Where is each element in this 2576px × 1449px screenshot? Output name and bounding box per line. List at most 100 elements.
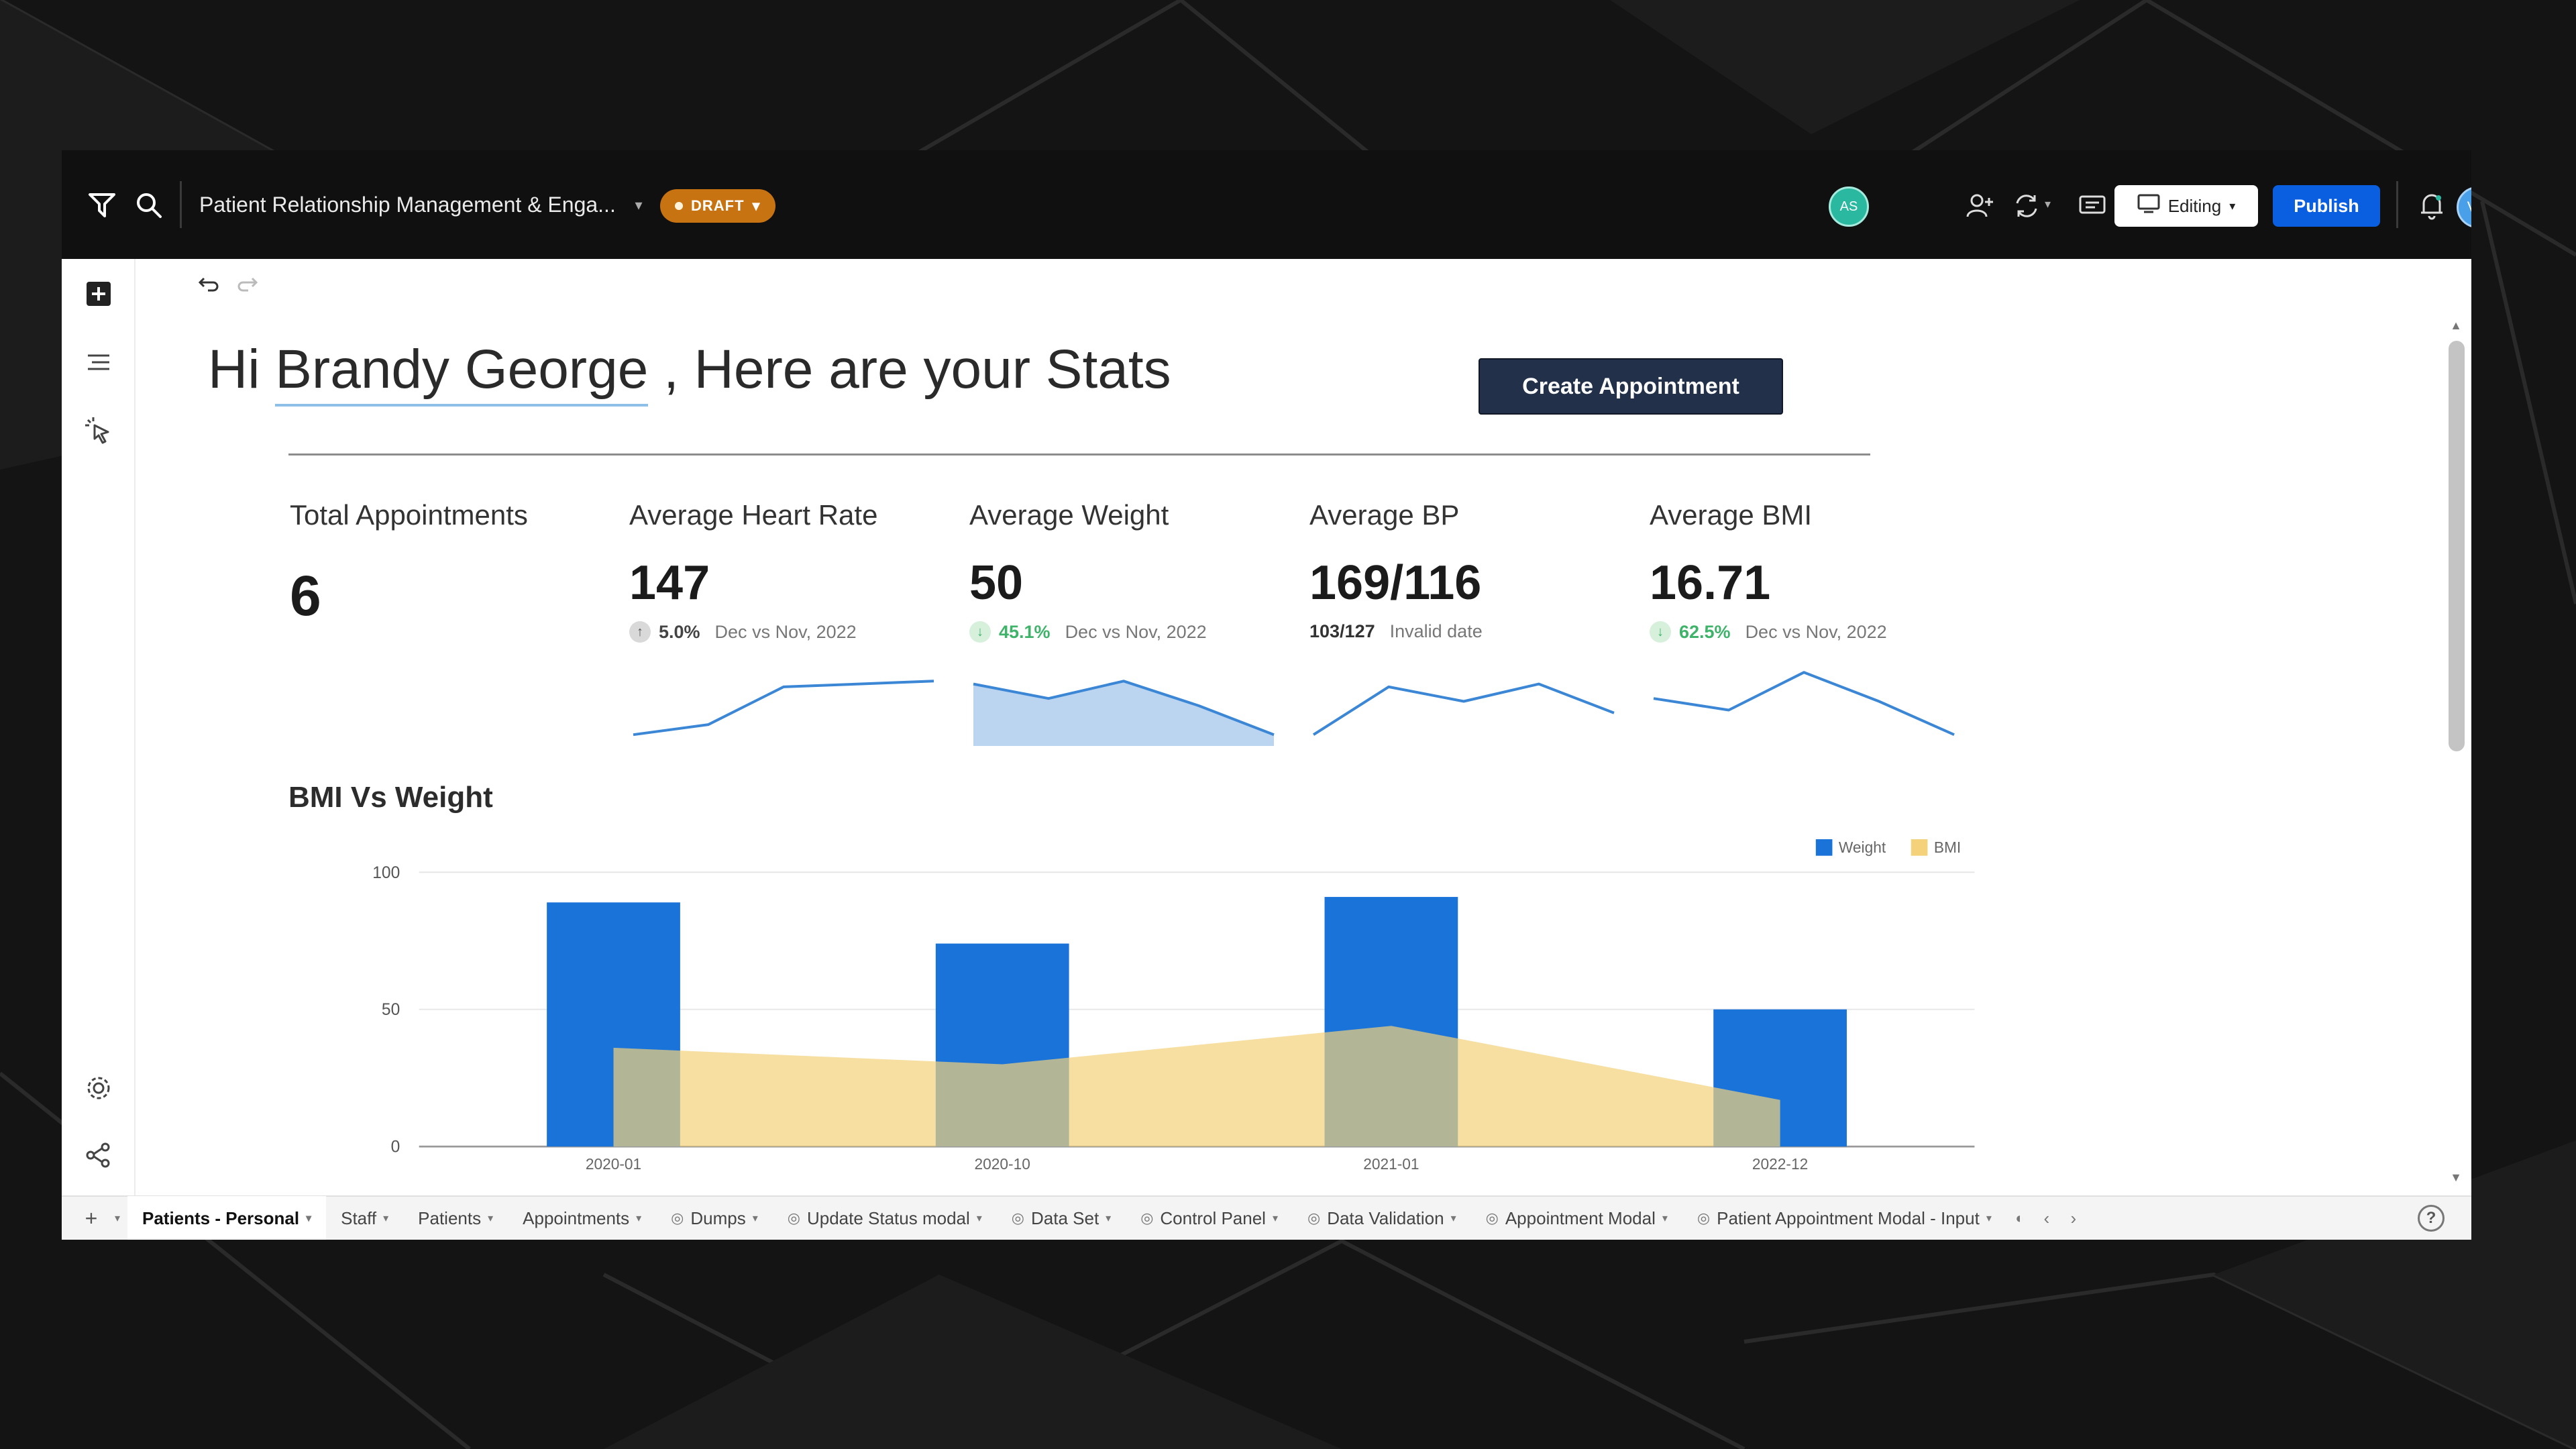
vertical-scrollbar[interactable]: ▲ ▼ [2440, 307, 2471, 1195]
app-window: Patient Relationship Management & Enga..… [62, 150, 2471, 1240]
chevron-down-icon[interactable]: ▾ [1450, 1213, 1456, 1224]
editing-label: Editing [2167, 195, 2222, 216]
scroll-up-icon[interactable]: ▲ [2450, 318, 2462, 332]
page-tab[interactable]: ◎ Update Status modal ▾ [773, 1196, 997, 1240]
page-tab[interactable]: ◎ Patient Appointment Modal - Input ▾ [1682, 1196, 2006, 1240]
arrow-up-icon: ↑ [629, 621, 651, 643]
page-tab-bar: + ▾ Patients - Personal ▾ Staff ▾ Patients ▾ A… [62, 1195, 2471, 1240]
chevron-down-icon[interactable]: ▾ [752, 1213, 758, 1224]
sparkline [1653, 671, 1955, 737]
page-tab[interactable]: Patients - Personal ▾ [127, 1196, 327, 1240]
page-tab[interactable]: ◎ Data Set ▾ [997, 1196, 1126, 1240]
sparkline [973, 680, 1275, 746]
page-tab-label: Patients [418, 1208, 482, 1228]
add-user-icon[interactable] [1960, 186, 1999, 225]
chevron-down-icon: ▾ [2229, 199, 2236, 213]
draft-label: DRAFT [691, 197, 745, 214]
create-appointment-button[interactable]: Create Appointment [1479, 358, 1783, 415]
tab-overflow-icon[interactable]: ◐ [2015, 1210, 2025, 1226]
greeting-heading: Hi Brandy George , Here are your Stats [208, 338, 1171, 407]
header-divider [288, 453, 1870, 455]
kpi-delta: ↓ 62.5% Dec vs Nov, 2022 [1650, 621, 1887, 643]
y-tick-label: 100 [372, 864, 400, 882]
chevron-right-icon[interactable]: › [2070, 1208, 2077, 1228]
kpi-value: 16.71 [1650, 556, 1771, 610]
page-tab-label: Update Status modal [806, 1208, 970, 1228]
logo-icon[interactable] [74, 177, 130, 233]
select-cursor-icon[interactable] [78, 411, 119, 451]
app-title[interactable]: Patient Relationship Management & Enga..… [199, 192, 616, 217]
chevron-down-icon[interactable]: ▾ [636, 1213, 642, 1224]
left-toolbar [62, 259, 136, 1195]
share-icon[interactable] [78, 1135, 119, 1175]
kpi-label: Average BMI [1650, 499, 1813, 531]
user-name: Brandy George [275, 339, 649, 407]
arrow-down-icon: ↓ [969, 621, 991, 643]
top-bar: Patient Relationship Management & Enga..… [62, 150, 2471, 259]
chevron-down-icon[interactable]: ▾ [1986, 1213, 1992, 1224]
page-tab[interactable]: Appointments ▾ [508, 1196, 656, 1240]
kpi-average-bmi: Average BMI 16.71 ↓ 62.5% Dec vs Nov, 20… [1650, 499, 1972, 767]
kpi-delta: ↑ 5.0% Dec vs Nov, 2022 [629, 621, 857, 643]
page-tab[interactable]: Patients ▾ [403, 1196, 508, 1240]
redo-icon[interactable] [231, 268, 264, 299]
sparkline-line [633, 680, 934, 737]
chevron-down-icon[interactable]: ▾ [383, 1213, 389, 1224]
kpi-period: Dec vs Nov, 2022 [1065, 621, 1207, 642]
page-tab-label: Appointments [523, 1208, 630, 1228]
chevron-down-icon[interactable]: ▾ [306, 1213, 312, 1224]
sync-icon[interactable] [2007, 186, 2046, 225]
chevron-down-icon[interactable]: ▾ [2045, 197, 2051, 211]
scroll-down-icon[interactable]: ▼ [2450, 1170, 2462, 1184]
user-avatar[interactable]: VD [2457, 186, 2471, 228]
eye-icon: ◎ [1307, 1210, 1321, 1226]
page-tab[interactable]: ◎ Data Validation ▾ [1293, 1196, 1471, 1240]
kpi-period: Invalid date [1389, 621, 1483, 641]
layers-icon[interactable] [78, 342, 119, 382]
kpi-value: 147 [629, 556, 710, 610]
tab-list: Patients - Personal ▾ Staff ▾ Patients ▾ Appoi… [127, 1196, 2006, 1240]
bmi-vs-weight-chart: 0 50 100 2020-01 2020-10 2021-01 2022-12 Weight… [372, 839, 1975, 1173]
page-tab[interactable]: ◎ Control Panel ▾ [1126, 1196, 1293, 1240]
editing-mode-dropdown[interactable]: Editing ▾ [2114, 185, 2258, 227]
publish-button[interactable]: Publish [2273, 185, 2380, 227]
chevron-down-icon[interactable]: ▾ [114, 1213, 121, 1224]
chevron-down-icon[interactable]: ▾ [488, 1213, 494, 1224]
bell-icon[interactable] [2412, 186, 2451, 225]
legend-swatch [1815, 839, 1833, 856]
kpi-value: 6 [290, 564, 321, 627]
search-icon[interactable] [121, 177, 177, 233]
chevron-left-icon[interactable]: ‹ [2043, 1208, 2050, 1228]
toolbar-divider [180, 181, 182, 228]
page-tab[interactable]: ◎ Dumps ▾ [656, 1196, 773, 1240]
eye-icon: ◎ [1011, 1210, 1024, 1226]
help-icon[interactable]: ? [2418, 1205, 2445, 1232]
undo-icon[interactable] [192, 268, 225, 299]
plus-square-icon[interactable] [78, 274, 119, 314]
chevron-down-icon[interactable]: ▾ [1662, 1213, 1668, 1224]
gear-icon[interactable] [78, 1068, 119, 1108]
draft-status-badge[interactable]: DRAFT ▾ [660, 189, 775, 223]
chevron-down-icon[interactable]: ▾ [1272, 1213, 1278, 1224]
chevron-down-icon[interactable]: ▾ [635, 197, 643, 213]
page-tab-label: Data Set [1031, 1208, 1099, 1228]
page-tab[interactable]: Staff ▾ [326, 1196, 403, 1240]
page-tab-label: Data Validation [1327, 1208, 1444, 1228]
comment-icon[interactable] [2073, 186, 2112, 225]
kpi-delta-value: 62.5% [1679, 621, 1731, 642]
legend-label[interactable]: BMI [1934, 839, 1961, 856]
chevron-down-icon[interactable]: ▾ [976, 1213, 982, 1224]
x-tick-label: 2022-12 [1752, 1155, 1808, 1173]
page-tab[interactable]: ◎ Appointment Modal ▾ [1471, 1196, 1682, 1240]
collaborator-avatar[interactable]: AS [1829, 186, 1869, 227]
sparkline [633, 680, 934, 737]
kpi-period: Dec vs Nov, 2022 [1745, 621, 1887, 642]
eye-icon: ◎ [787, 1210, 800, 1226]
scrollbar-thumb[interactable] [2449, 341, 2465, 751]
chevron-down-icon[interactable]: ▾ [1106, 1213, 1112, 1224]
page-tab-label: Dumps [690, 1208, 746, 1228]
kpi-delta-value: 5.0% [659, 621, 700, 642]
legend-label[interactable]: Weight [1839, 839, 1886, 856]
add-page-icon[interactable]: + [85, 1205, 98, 1230]
bmi-area[interactable] [613, 1026, 1780, 1147]
